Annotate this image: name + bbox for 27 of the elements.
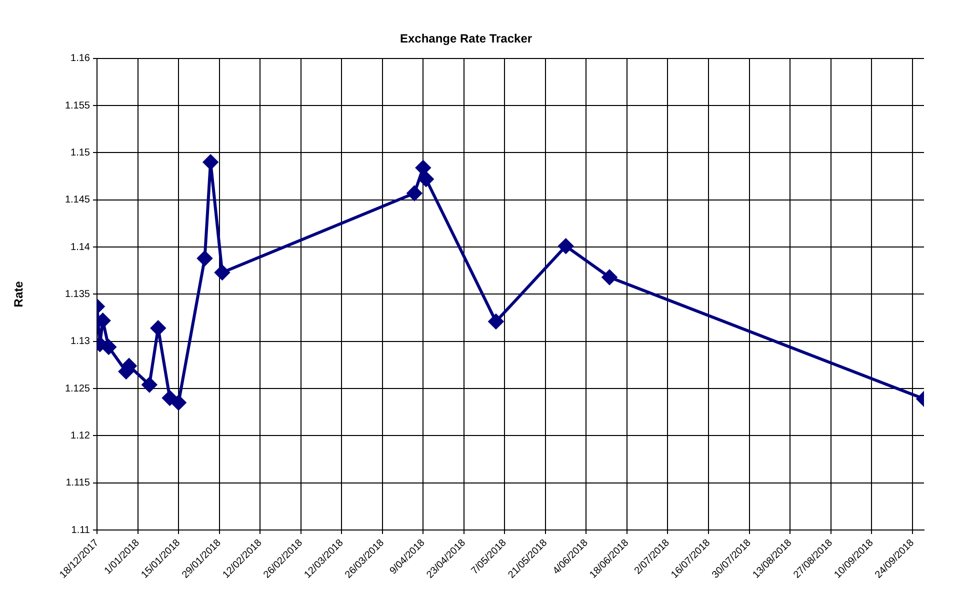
point [162, 390, 178, 406]
point [150, 320, 166, 336]
y-tick-label: 1.15 [70, 147, 90, 158]
point [171, 395, 186, 410]
y-tick-label: 1.115 [66, 478, 90, 489]
y-tick-label: 1.135 [64, 288, 90, 300]
y-tick-label: 1.12 [70, 430, 90, 442]
point [197, 250, 212, 266]
y-axis-title: Rate [12, 280, 26, 308]
point [488, 314, 504, 330]
chart-title: Exchange Rate Tracker [400, 32, 532, 46]
y-tick-label: 1.155 [64, 100, 90, 112]
point [142, 377, 157, 392]
point [558, 238, 574, 254]
point [203, 154, 218, 170]
point [101, 340, 116, 355]
point [602, 270, 618, 285]
y-tick-label: 1.14 [70, 242, 90, 253]
y-tick-label: 1.13 [70, 336, 90, 348]
point [406, 186, 422, 201]
point [418, 172, 434, 187]
point [416, 160, 431, 176]
y-tick-label: 1.125 [64, 383, 90, 394]
point [214, 265, 230, 280]
y-tick-label: 1.145 [64, 194, 90, 206]
y-tick-label: 1.11 [71, 524, 90, 536]
y-tick-label: 1.16 [70, 53, 90, 64]
